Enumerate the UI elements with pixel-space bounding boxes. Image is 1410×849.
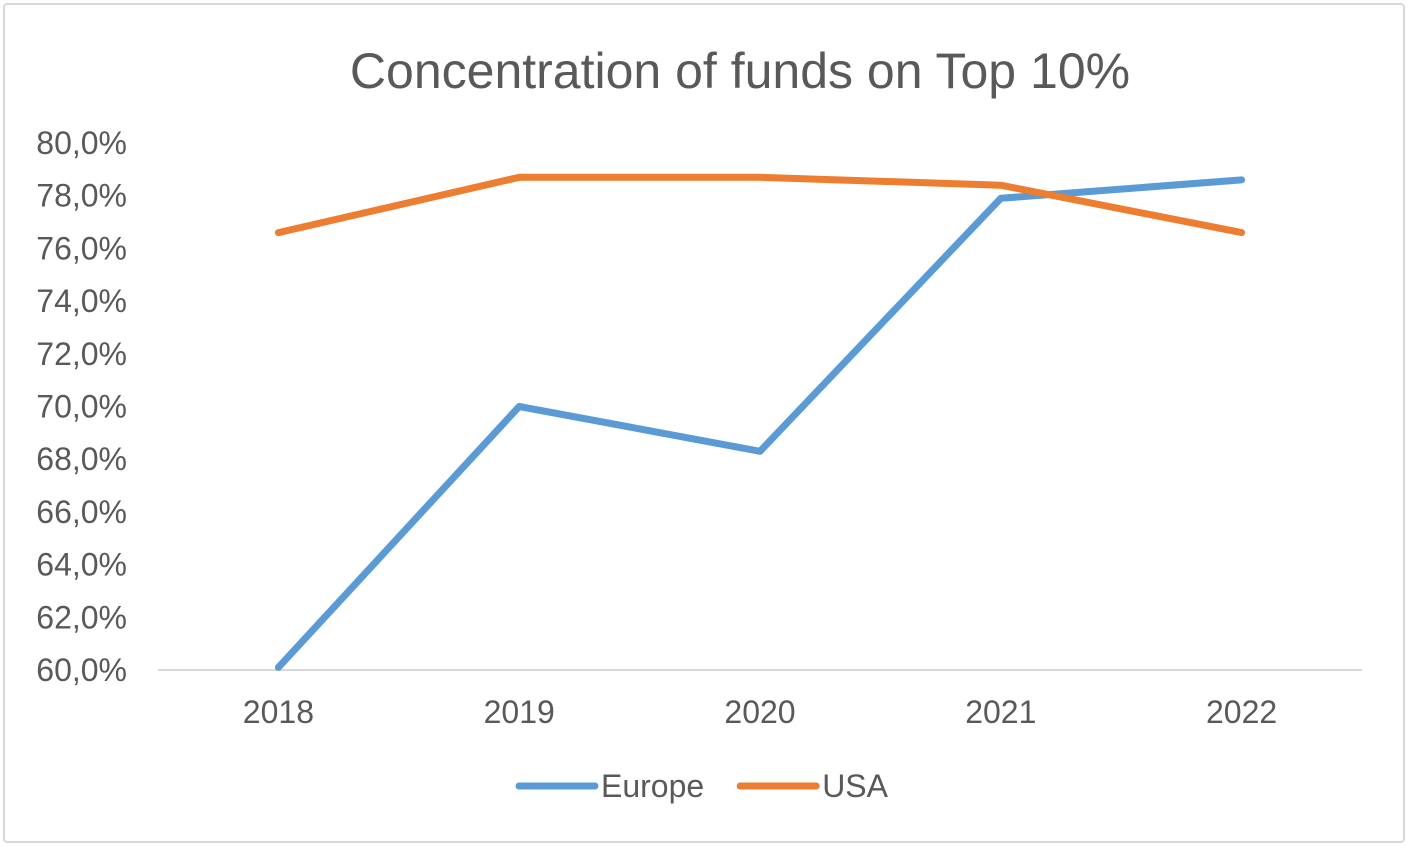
x-axis-ticks: 2018 2019 2020 2021 2022 bbox=[243, 694, 1277, 730]
x-tick-label: 2019 bbox=[484, 694, 555, 730]
chart-frame bbox=[3, 3, 1405, 843]
y-tick-label: 62,0% bbox=[36, 599, 127, 635]
y-axis-ticks: 60,0% 62,0% 64,0% 66,0% 68,0% 70,0% 72,0% 74,0%… bbox=[36, 125, 127, 688]
y-tick-label: 70,0% bbox=[36, 389, 127, 425]
legend: Europe USA bbox=[515, 768, 889, 804]
chart-title: Concentration of funds on Top 10% bbox=[350, 43, 1130, 99]
series-line-europe bbox=[274, 176, 1246, 671]
legend-label-usa: USA bbox=[822, 768, 888, 804]
y-tick-label: 60,0% bbox=[36, 652, 127, 688]
legend-label-europe: Europe bbox=[601, 768, 704, 804]
y-tick-label: 72,0% bbox=[36, 336, 127, 372]
y-tick-label: 74,0% bbox=[36, 283, 127, 319]
y-tick-label: 68,0% bbox=[36, 441, 127, 477]
y-tick-label: 78,0% bbox=[36, 178, 127, 214]
y-tick-label: 66,0% bbox=[36, 494, 127, 530]
x-tick-label: 2022 bbox=[1206, 694, 1277, 730]
y-tick-label: 64,0% bbox=[36, 547, 127, 583]
x-tick-label: 2021 bbox=[965, 694, 1036, 730]
y-tick-label: 76,0% bbox=[36, 230, 127, 266]
series-line-usa bbox=[274, 173, 1246, 237]
x-tick-label: 2020 bbox=[724, 694, 795, 730]
x-tick-label: 2018 bbox=[243, 694, 314, 730]
series-layer bbox=[274, 173, 1246, 671]
y-tick-label: 80,0% bbox=[36, 125, 127, 161]
